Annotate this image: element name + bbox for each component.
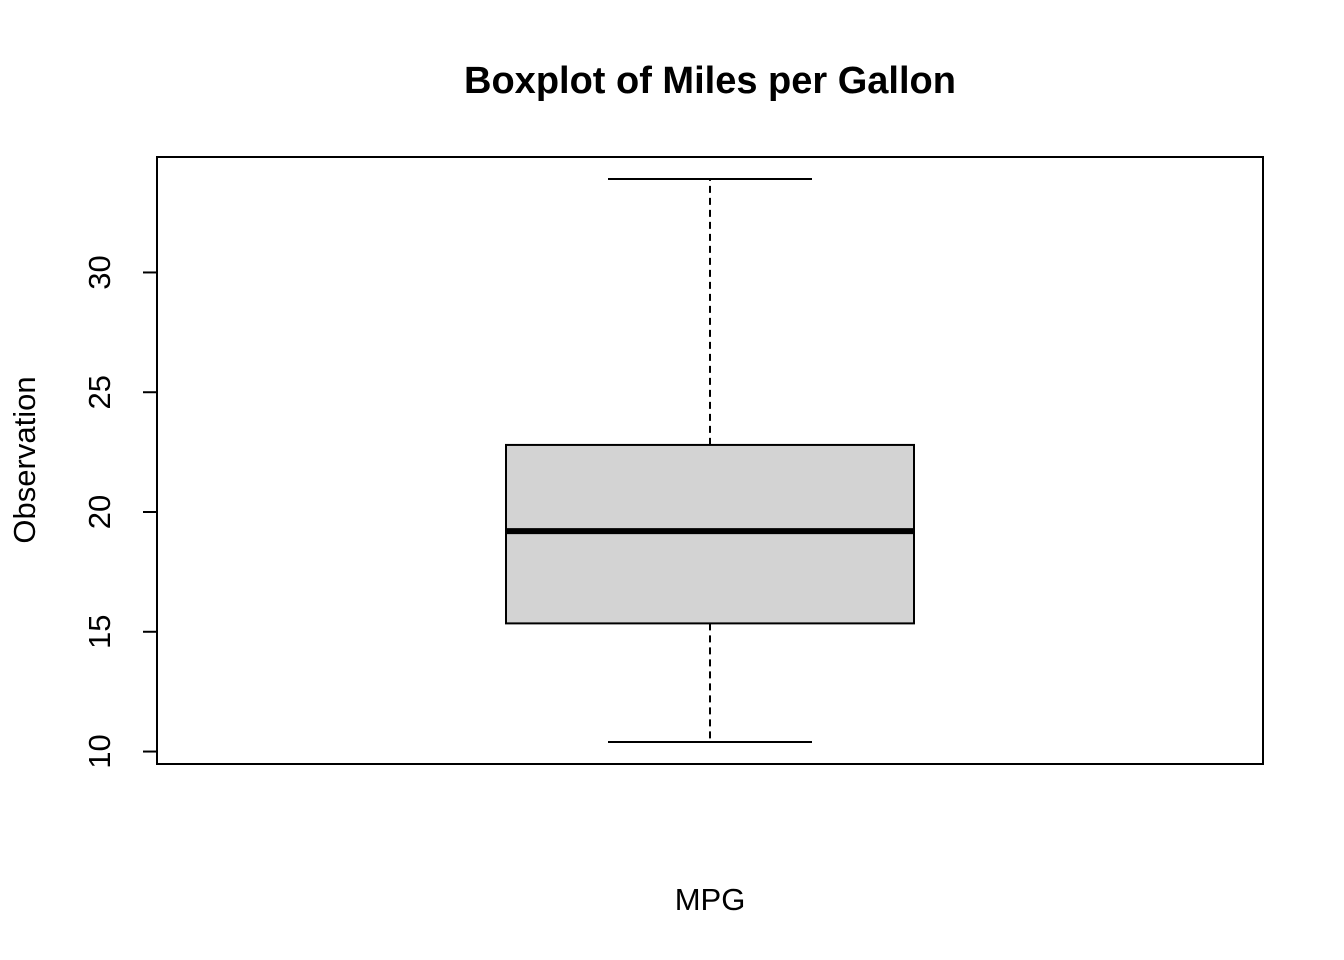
y-tick-label: 20: [82, 495, 117, 529]
y-tick-label: 30: [82, 255, 117, 289]
chart-title: Boxplot of Miles per Gallon: [464, 60, 956, 102]
y-tick-label: 15: [82, 615, 117, 649]
y-tick-label: 25: [82, 375, 117, 409]
y-axis: 10 15 20 25 30: [82, 255, 158, 769]
y-axis-label: Observation: [7, 376, 42, 543]
x-axis-label: MPG: [675, 882, 746, 917]
y-tick-label: 10: [82, 734, 117, 768]
boxplot-series: [505, 178, 915, 743]
